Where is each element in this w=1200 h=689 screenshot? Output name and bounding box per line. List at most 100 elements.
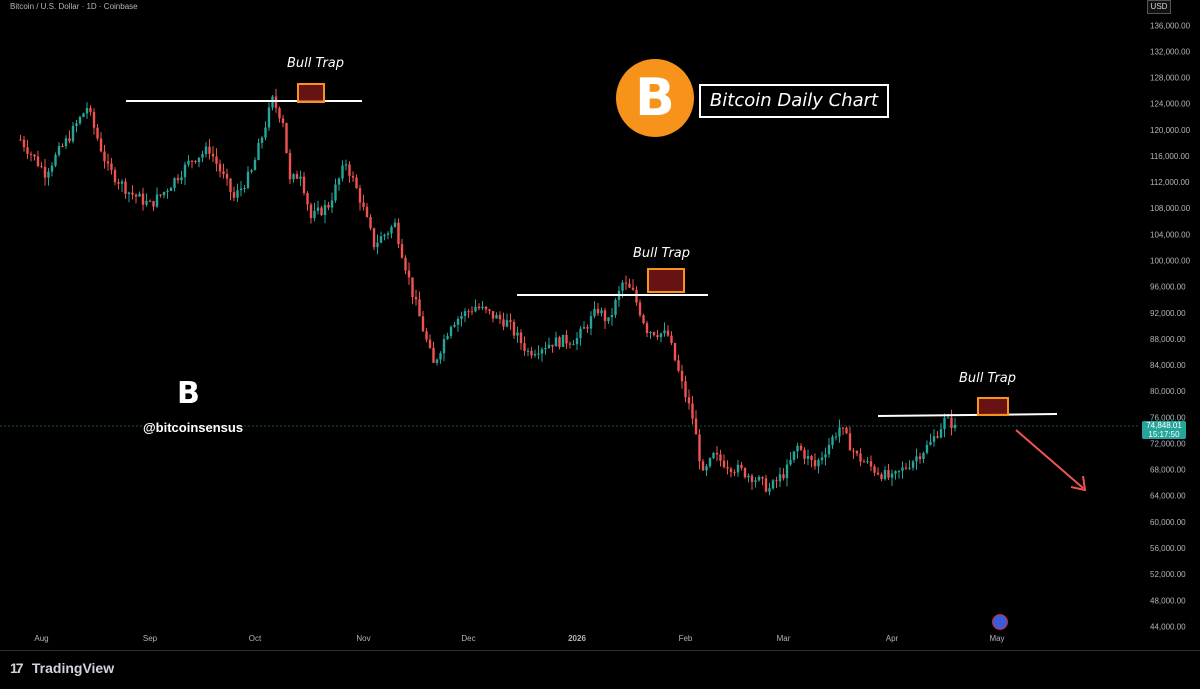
candle-body bbox=[806, 456, 810, 459]
candle-body bbox=[796, 445, 799, 452]
y-axis[interactable]: 44,000.00 48,000.00 52,000.00 56,000.00 60,0… bbox=[1150, 21, 1191, 631]
trap-box-2 bbox=[647, 268, 685, 293]
down-arrow-shaft bbox=[1015, 429, 1084, 489]
candle-body bbox=[159, 194, 162, 196]
candle-body bbox=[852, 450, 855, 452]
candle-body bbox=[358, 188, 362, 203]
candle-body bbox=[131, 192, 134, 195]
candle-body bbox=[236, 190, 239, 198]
tradingview-brand[interactable]: 17 TradingView bbox=[10, 660, 114, 676]
candle-body bbox=[271, 96, 274, 108]
candle-body bbox=[736, 464, 740, 473]
candle-body bbox=[162, 192, 166, 196]
candle-body bbox=[869, 461, 873, 467]
candle-body bbox=[495, 315, 498, 319]
candle-body bbox=[897, 470, 901, 472]
candle-body bbox=[705, 466, 708, 471]
candle-body bbox=[635, 289, 638, 303]
candle-body bbox=[642, 315, 645, 324]
candle-body bbox=[680, 370, 684, 382]
candle-body bbox=[376, 242, 379, 248]
candle-body bbox=[40, 166, 43, 168]
y-tick-label: 80,000.00 bbox=[1150, 387, 1186, 396]
candle-body bbox=[288, 153, 292, 180]
candle-body bbox=[649, 332, 652, 334]
candle-body bbox=[883, 470, 887, 480]
candle-body bbox=[610, 314, 614, 318]
candle-body bbox=[918, 456, 922, 460]
x-tick-label: Dec bbox=[461, 634, 475, 643]
candle-body bbox=[33, 154, 36, 157]
candle-body bbox=[834, 436, 838, 438]
candle-body bbox=[775, 480, 778, 482]
candle-body bbox=[225, 174, 229, 179]
candle-body bbox=[456, 318, 460, 325]
x-axis[interactable]: Aug Sep Oct Nov Dec 2026 Feb Mar Apr May bbox=[34, 634, 1004, 643]
candle-body bbox=[246, 171, 250, 189]
candle-body bbox=[782, 474, 785, 479]
candle-body bbox=[733, 472, 736, 474]
candle-body bbox=[124, 181, 127, 194]
candle-body bbox=[204, 146, 208, 155]
candle-body bbox=[232, 192, 236, 198]
candle-body bbox=[99, 138, 103, 152]
candle-body bbox=[586, 327, 589, 329]
last-price-tag: 74,848.01 15:17:50 bbox=[1142, 421, 1186, 439]
us-flag-event-icon[interactable] bbox=[992, 614, 1008, 630]
candle-body bbox=[306, 193, 309, 205]
currency-button[interactable]: USD bbox=[1147, 0, 1171, 14]
candle-body bbox=[813, 460, 817, 467]
candle-body bbox=[596, 308, 600, 314]
y-tick-label: 128,000.00 bbox=[1150, 74, 1191, 83]
y-tick-label: 100,000.00 bbox=[1150, 256, 1191, 265]
candle-body bbox=[880, 474, 883, 480]
candle-body bbox=[754, 480, 757, 482]
candle-body bbox=[915, 456, 918, 462]
candle-body bbox=[554, 337, 558, 347]
candle-body bbox=[390, 226, 393, 234]
y-tick-label: 68,000.00 bbox=[1150, 466, 1186, 475]
candle-body bbox=[820, 457, 824, 460]
price-chart[interactable]: 44,000.00 48,000.00 52,000.00 56,000.00 60,0… bbox=[0, 0, 1200, 650]
candle-body bbox=[519, 332, 523, 344]
candle-body bbox=[316, 207, 320, 211]
candle-body bbox=[810, 456, 813, 461]
candle-body bbox=[313, 210, 316, 219]
candle-body bbox=[855, 450, 859, 454]
candle-body bbox=[873, 466, 876, 473]
candle-body bbox=[803, 449, 806, 459]
candle-body bbox=[176, 178, 180, 181]
candle-body bbox=[628, 283, 631, 288]
candle-body bbox=[589, 316, 593, 329]
candle-body bbox=[950, 417, 953, 429]
candle-body bbox=[523, 343, 526, 351]
candle-body bbox=[600, 310, 603, 314]
candle-body bbox=[155, 194, 159, 207]
candle-countdown: 15:17:50 bbox=[1148, 430, 1180, 439]
candle-body bbox=[838, 427, 841, 437]
bull-trap-label-3: Bull Trap bbox=[959, 371, 1017, 386]
candle-body bbox=[484, 306, 488, 310]
candle-body bbox=[36, 156, 40, 167]
candle-body bbox=[89, 107, 92, 112]
y-tick-label: 56,000.00 bbox=[1150, 544, 1186, 553]
candle-body bbox=[218, 163, 222, 172]
y-tick-label: 64,000.00 bbox=[1150, 492, 1186, 501]
candle-body bbox=[936, 436, 939, 438]
bitcoin-logo-icon: B bbox=[616, 59, 694, 137]
candle-body bbox=[407, 270, 411, 278]
candle-body bbox=[120, 181, 124, 184]
candle-body bbox=[278, 107, 281, 119]
candle-body bbox=[442, 339, 446, 354]
candle-body bbox=[761, 476, 764, 479]
candle-body bbox=[740, 464, 743, 469]
candle-body bbox=[743, 468, 747, 478]
candle-body bbox=[750, 475, 754, 482]
candle-body bbox=[719, 454, 722, 461]
candle-body bbox=[397, 222, 400, 245]
candle-body bbox=[341, 165, 344, 179]
candle-body bbox=[75, 123, 78, 126]
candle-body bbox=[19, 139, 22, 141]
candle-body bbox=[785, 464, 789, 479]
y-tick-label: 72,000.00 bbox=[1150, 439, 1186, 448]
